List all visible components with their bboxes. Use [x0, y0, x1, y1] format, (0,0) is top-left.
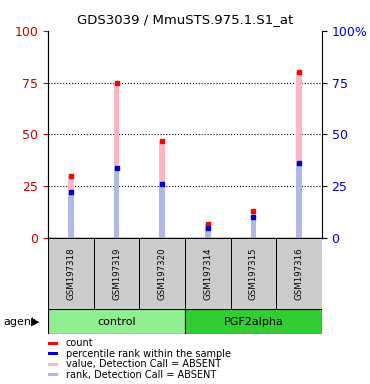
Bar: [48, 342, 58, 345]
Text: GSM197319: GSM197319: [112, 247, 121, 300]
Bar: [185, 309, 322, 334]
Bar: [94, 238, 139, 309]
Bar: [205, 223, 211, 238]
Text: GSM197315: GSM197315: [249, 247, 258, 300]
Bar: [114, 83, 119, 238]
Text: GSM197316: GSM197316: [295, 247, 303, 300]
Text: ▶: ▶: [31, 316, 40, 327]
Text: count: count: [66, 338, 94, 348]
Text: GDS3039 / MmuSTS.975.1.S1_at: GDS3039 / MmuSTS.975.1.S1_at: [77, 13, 293, 26]
Bar: [251, 211, 256, 238]
Bar: [68, 192, 74, 238]
Bar: [251, 217, 256, 238]
Bar: [68, 176, 74, 238]
Text: agent: agent: [4, 316, 36, 327]
Bar: [159, 184, 165, 238]
Text: value, Detection Call = ABSENT: value, Detection Call = ABSENT: [66, 359, 221, 369]
Bar: [185, 238, 231, 309]
Text: GSM197318: GSM197318: [67, 247, 75, 300]
Text: percentile rank within the sample: percentile rank within the sample: [66, 349, 231, 359]
Bar: [296, 164, 302, 238]
Bar: [48, 363, 58, 366]
Bar: [159, 141, 165, 238]
Bar: [48, 238, 94, 309]
Text: PGF2alpha: PGF2alpha: [223, 316, 283, 327]
Bar: [231, 238, 276, 309]
Bar: [296, 72, 302, 238]
Bar: [205, 228, 211, 238]
Text: GSM197314: GSM197314: [204, 247, 212, 300]
Bar: [276, 238, 322, 309]
Bar: [48, 373, 58, 376]
Bar: [139, 238, 185, 309]
Bar: [48, 352, 58, 355]
Text: control: control: [97, 316, 136, 327]
Text: GSM197320: GSM197320: [158, 247, 166, 300]
Bar: [114, 167, 119, 238]
Text: rank, Detection Call = ABSENT: rank, Detection Call = ABSENT: [66, 370, 216, 380]
Bar: [48, 309, 185, 334]
